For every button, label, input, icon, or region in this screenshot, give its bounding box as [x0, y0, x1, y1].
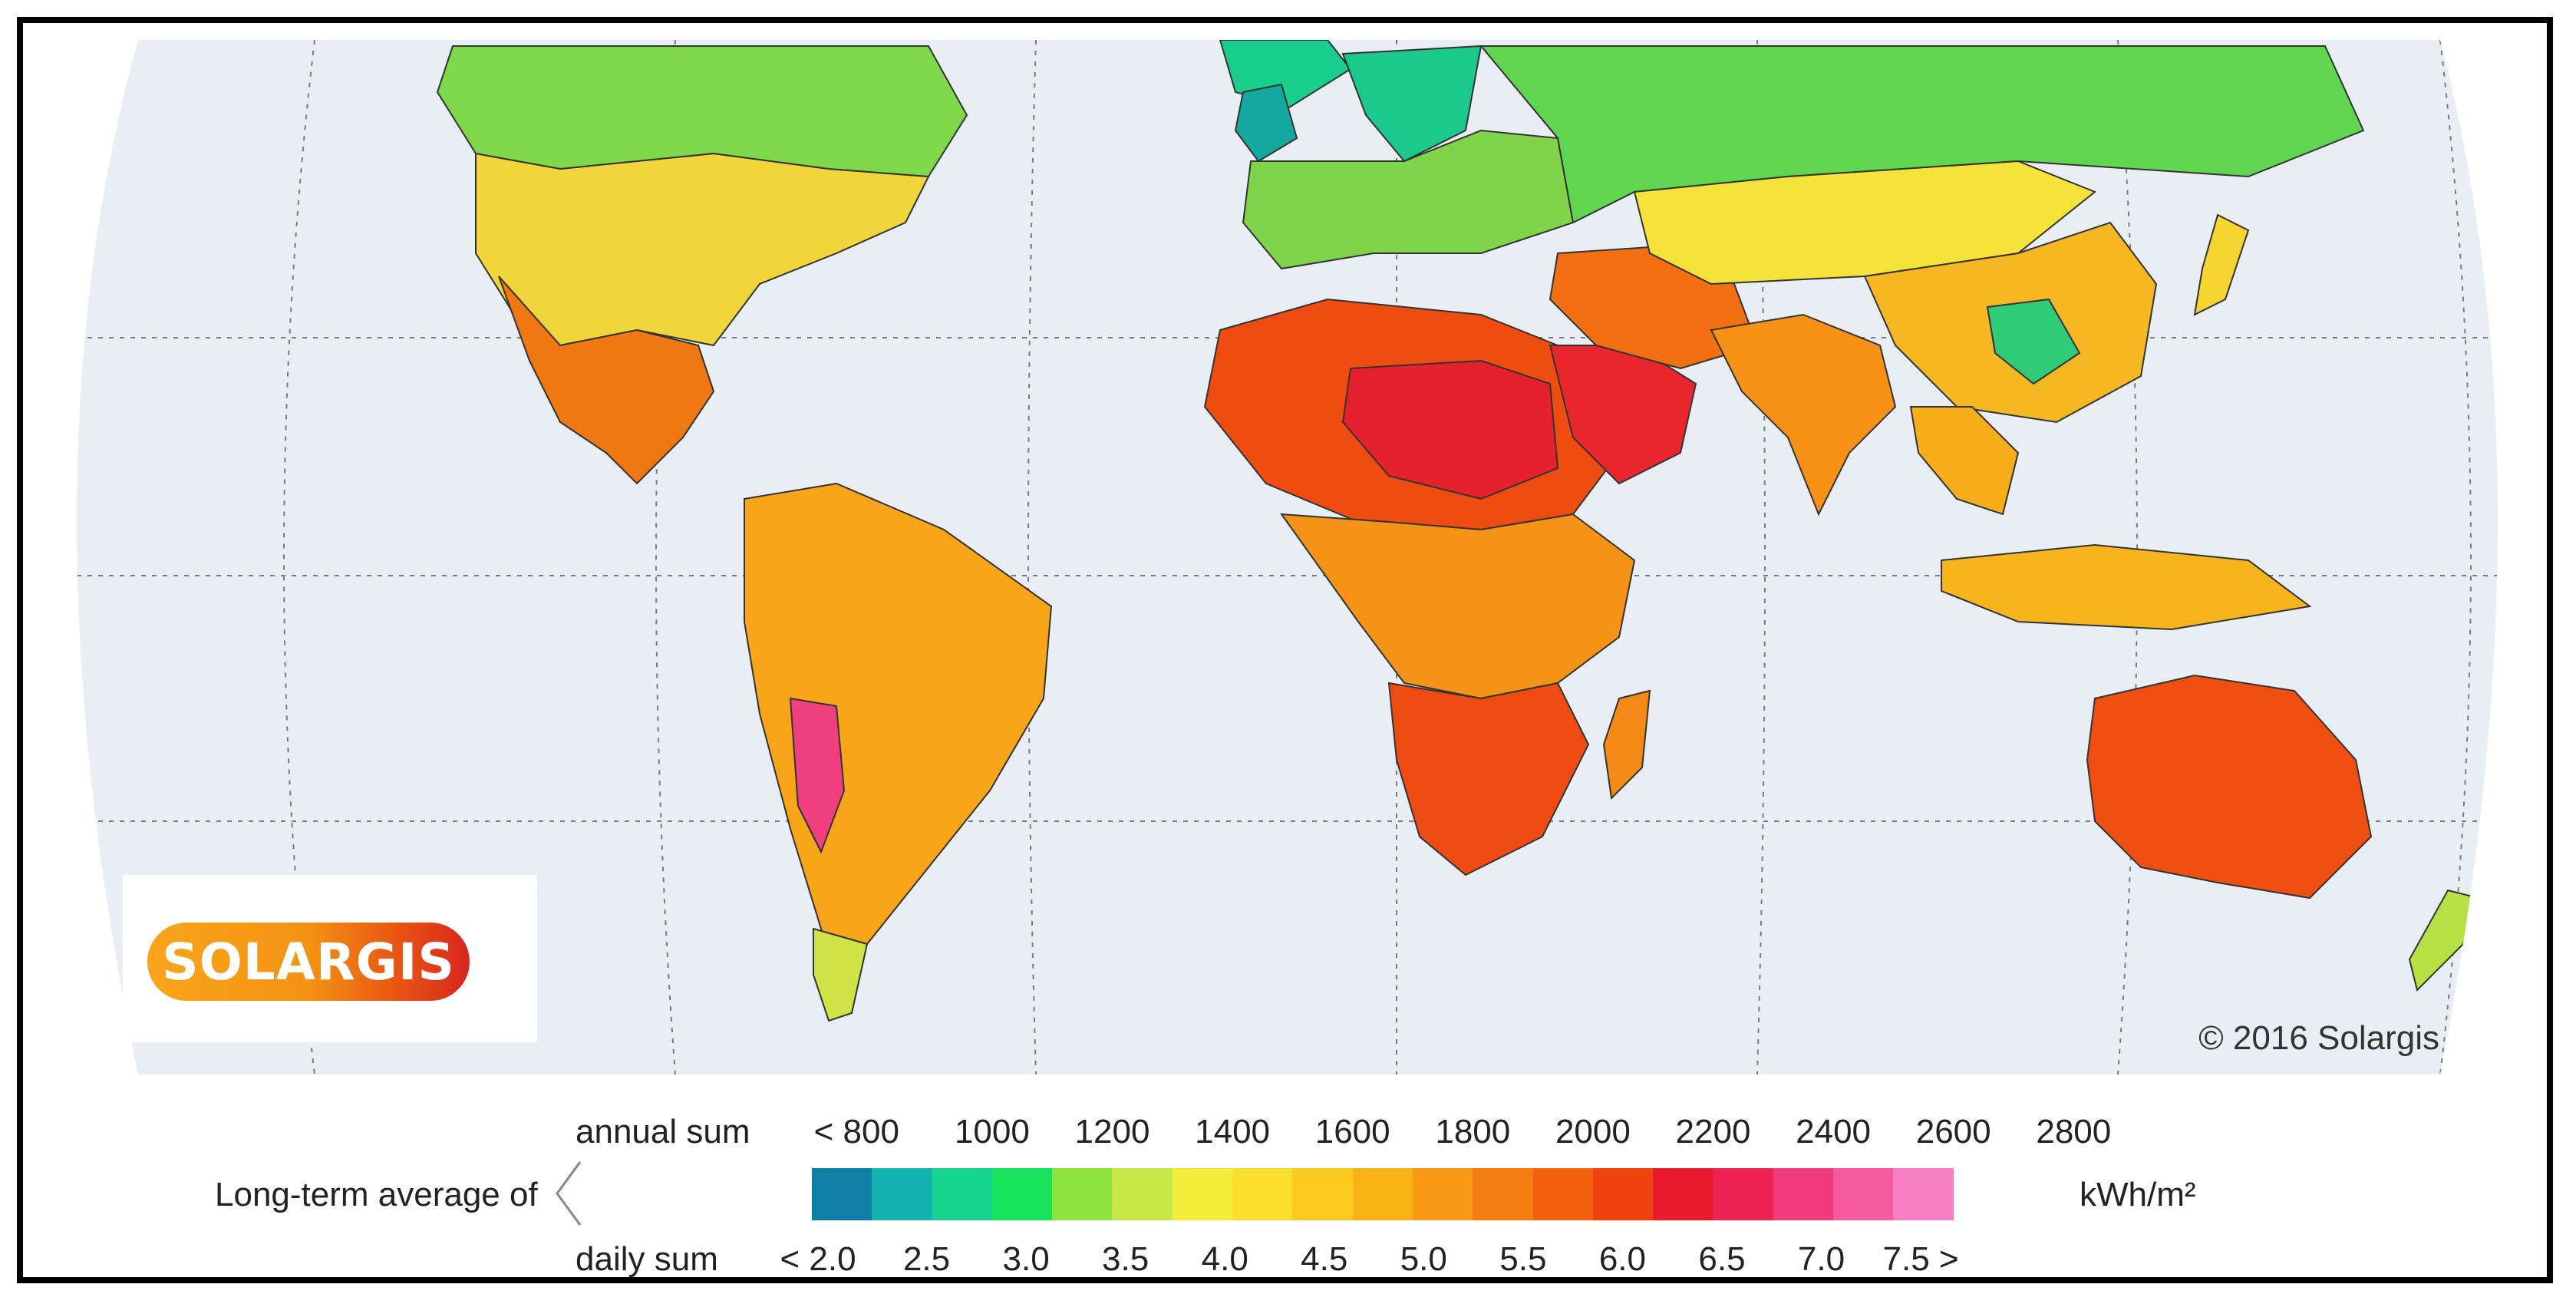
logo-text: SOLARGIS: [162, 932, 455, 992]
legend-swatch: [1713, 1168, 1773, 1220]
daily-tick-label: 2.5: [902, 1240, 951, 1278]
legend-swatch: [1773, 1168, 1834, 1220]
legend-swatch: [991, 1168, 1053, 1220]
daily-tick-label: 3.0: [1002, 1240, 1050, 1278]
legend-unit: kWh/m²: [2080, 1176, 2196, 1213]
daily-tick-label: 7.0: [1797, 1240, 1845, 1278]
daily-tick-label: 4.0: [1201, 1240, 1248, 1278]
region-japan: [2193, 213, 2250, 316]
legend-swatch: [932, 1168, 992, 1220]
legend-swatch: [1833, 1168, 1894, 1220]
region-india: [1710, 313, 1897, 517]
daily-tick-label: 5.0: [1400, 1240, 1447, 1278]
region-canada-north: [436, 45, 968, 178]
daily-tick-label: 4.5: [1301, 1240, 1348, 1278]
daily-tick-label: 6.0: [1598, 1240, 1646, 1278]
legend-swatch: [1112, 1168, 1173, 1220]
annual-tick-label: 1600: [1314, 1113, 1390, 1150]
region-patagonia: [813, 927, 869, 1022]
legend-swatch: [1653, 1168, 1713, 1220]
daily-tick-label: 3.5: [1102, 1240, 1149, 1278]
legend-swatch: [1172, 1168, 1233, 1220]
region-australia: [2086, 674, 2373, 900]
legend-swatch: [812, 1168, 872, 1220]
annual-tick-label: < 800: [813, 1113, 899, 1150]
annual-tick-label: 2400: [1796, 1113, 1872, 1150]
legend-annual-label: annual sum: [576, 1113, 750, 1150]
daily-tick-label: < 2.0: [780, 1240, 856, 1278]
region-madagascar: [1602, 689, 1651, 801]
legend-swatch: [1532, 1168, 1593, 1220]
annual-tick-label: 2800: [2036, 1113, 2112, 1150]
legend-swatch: [1292, 1168, 1353, 1220]
region-southern-africa: [1387, 682, 1590, 876]
legend-swatch: [1232, 1168, 1293, 1220]
region-andes-desert: [789, 697, 846, 854]
region-sahara-core: [1341, 359, 1559, 500]
legend-swatch: [1352, 1168, 1413, 1220]
legend-swatch: [872, 1168, 932, 1220]
annual-tick-label: 2200: [1675, 1113, 1751, 1150]
solargis-logo: SOLARGIS: [147, 923, 470, 1001]
legend-bracket-icon: [556, 1161, 582, 1226]
annual-tick-label: 1800: [1435, 1113, 1511, 1150]
map-figure: SOLARGIS © 2016 Solargis annual sum Long…: [17, 17, 2553, 1283]
copyright-notice: © 2016 Solargis: [2198, 1019, 2439, 1057]
annual-tick-label: 1400: [1195, 1113, 1271, 1150]
region-southeast-asia: [1909, 406, 2020, 516]
region-europe: [1242, 129, 1575, 270]
region-scandinavia: [1341, 45, 1483, 163]
solargis-logo-panel: SOLARGIS: [123, 875, 537, 1042]
legend-swatch: [1052, 1168, 1113, 1220]
region-mexico-central-america: [498, 276, 715, 485]
annual-tick-label: 1200: [1074, 1113, 1150, 1150]
annual-tick-label: 1000: [954, 1113, 1030, 1150]
daily-tick-label: 5.5: [1499, 1240, 1547, 1278]
daily-tick-label: 6.5: [1698, 1240, 1746, 1278]
legend-caption: Long-term average of: [215, 1176, 538, 1213]
legend-daily-label: daily sum: [576, 1240, 718, 1278]
region-south-america: [744, 482, 1053, 1016]
region-sichuan: [1986, 298, 2081, 385]
legend-swatch: [1412, 1168, 1473, 1220]
legend: annual sum Long-term average of daily su…: [23, 1082, 2547, 1278]
legend-color-bar: [812, 1168, 1954, 1220]
legend-swatch: [1473, 1168, 1533, 1220]
region-uk-ireland: [1234, 83, 1298, 163]
annual-tick-label: 2000: [1555, 1113, 1631, 1150]
legend-swatch: [1592, 1168, 1654, 1220]
region-indonesia: [1941, 543, 2312, 631]
legend-swatch: [1893, 1168, 1954, 1220]
annual-tick-label: 2600: [1915, 1113, 1991, 1150]
region-central-africa: [1279, 513, 1636, 700]
daily-tick-label: 7.5 >: [1882, 1240, 1959, 1278]
